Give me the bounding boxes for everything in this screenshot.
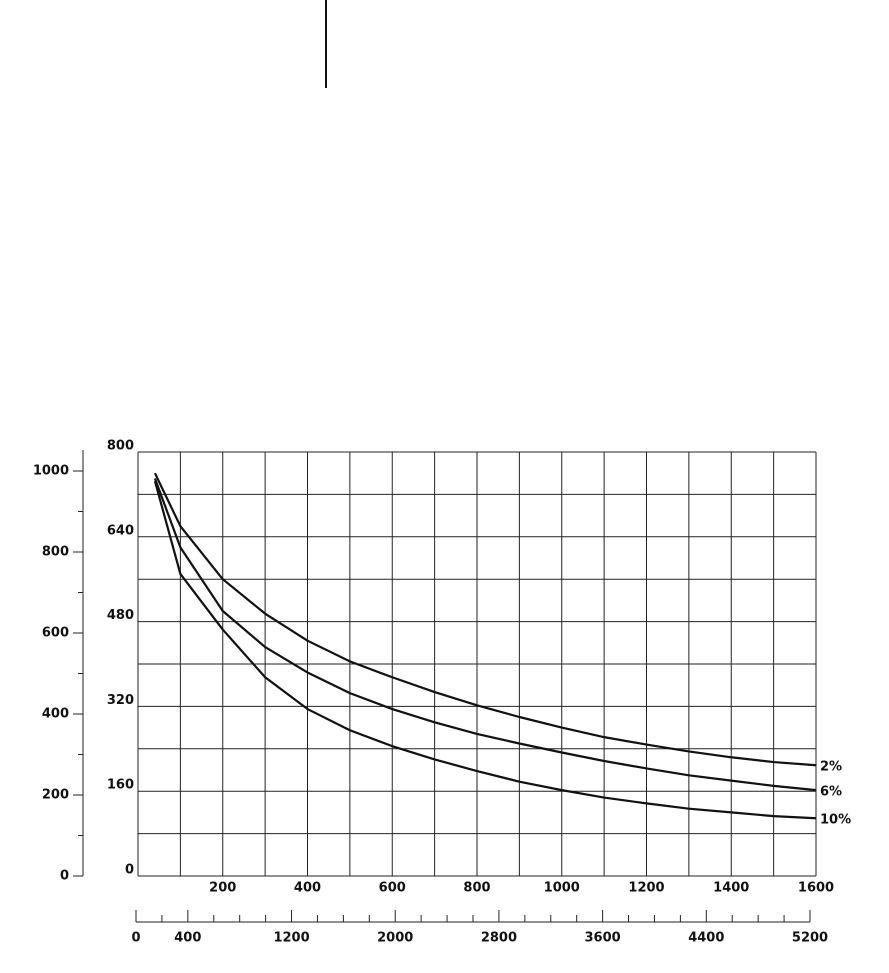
x-tick-label: 200: [209, 881, 236, 896]
curve: [153, 478, 817, 792]
x-tick-label: 1000: [544, 881, 580, 896]
x-tick-label: 1600: [798, 881, 834, 896]
x-tick-label: 600: [379, 881, 406, 896]
x2-tick-label: 2800: [481, 931, 517, 946]
y2-tick-label: 1000: [33, 464, 69, 479]
curve: [153, 472, 817, 767]
curve: [153, 480, 817, 820]
x2-tick-label: 3600: [585, 931, 621, 946]
x-tick-label: 800: [463, 881, 490, 896]
x2-tick-label: 1200: [273, 931, 309, 946]
curve-label: 10%: [820, 813, 851, 828]
y2-tick-label: 200: [42, 788, 69, 803]
x2-tick-label: 400: [174, 931, 201, 946]
x2-tick-label: 2000: [377, 931, 413, 946]
y-tick-label: 160: [107, 778, 134, 793]
y-tick-label: 320: [107, 693, 134, 708]
x2-tick-label: 4400: [688, 931, 724, 946]
y2-tick-label: 600: [42, 626, 69, 641]
curve-label: 6%: [820, 785, 842, 800]
y-tick-label: 800: [107, 439, 134, 454]
x2-tick-label: 5200: [792, 931, 828, 946]
curve-label: 2%: [820, 760, 842, 775]
y2-tick-label: 400: [42, 707, 69, 722]
y-tick-label: 480: [107, 608, 134, 623]
y-tick-label: 0: [125, 863, 134, 878]
x2-tick-label: 0: [131, 931, 140, 946]
y2-tick-label: 0: [60, 869, 69, 884]
y2-tick-label: 800: [42, 545, 69, 560]
x-tick-label: 1400: [713, 881, 749, 896]
x-tick-label: 1200: [628, 881, 664, 896]
x-tick-label: 400: [294, 881, 321, 896]
y-tick-label: 640: [107, 523, 134, 538]
